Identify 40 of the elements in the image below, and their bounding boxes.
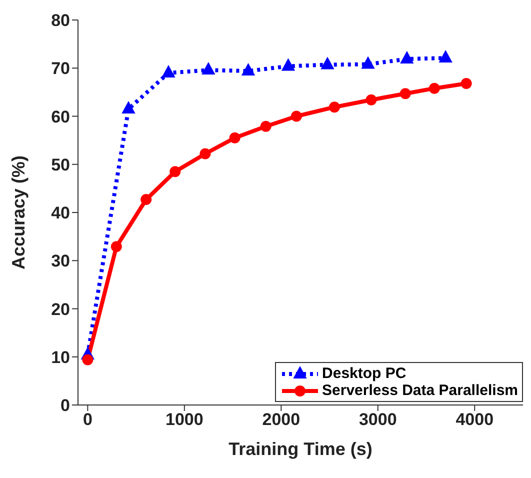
x-tick-label: 4000 <box>456 410 494 430</box>
y-tick-label: 70 <box>51 59 70 78</box>
legend-label: Desktop PC <box>322 365 406 382</box>
point <box>110 241 122 252</box>
point <box>170 166 181 178</box>
x-tick-label: 0 <box>82 410 92 430</box>
point <box>260 120 272 132</box>
point <box>140 194 152 206</box>
point <box>328 102 340 113</box>
point <box>366 94 377 106</box>
point <box>320 57 334 70</box>
point <box>242 64 255 76</box>
x-axis-title: Training Time (s) <box>228 439 372 459</box>
point <box>290 110 302 122</box>
x-tick-label: 1000 <box>166 410 204 430</box>
y-tick-label: 40 <box>51 204 70 223</box>
y-axis-title: Accuracy (%) <box>8 155 28 270</box>
x-tick-label: 2000 <box>262 410 300 430</box>
y-tick-label: 80 <box>51 11 70 30</box>
point <box>229 132 240 144</box>
y-tick-label: 30 <box>51 252 70 271</box>
y-tick-label: 50 <box>51 155 70 174</box>
point <box>400 51 414 64</box>
y-tick-label: 0 <box>60 396 70 416</box>
point <box>122 102 135 114</box>
point <box>439 50 452 63</box>
point <box>460 78 472 90</box>
y-tick-label: 20 <box>51 300 70 319</box>
point <box>362 56 375 69</box>
point <box>82 354 94 366</box>
point <box>282 58 295 71</box>
point <box>400 88 411 100</box>
point <box>200 148 211 160</box>
x-tick-label: 3000 <box>358 410 397 430</box>
point <box>162 65 175 78</box>
point <box>428 82 440 94</box>
y-tick-label: 60 <box>51 107 70 126</box>
y-tick-label: 10 <box>51 348 70 367</box>
legend-label: Serverless Data Parallelism <box>322 382 518 399</box>
point <box>202 62 215 75</box>
